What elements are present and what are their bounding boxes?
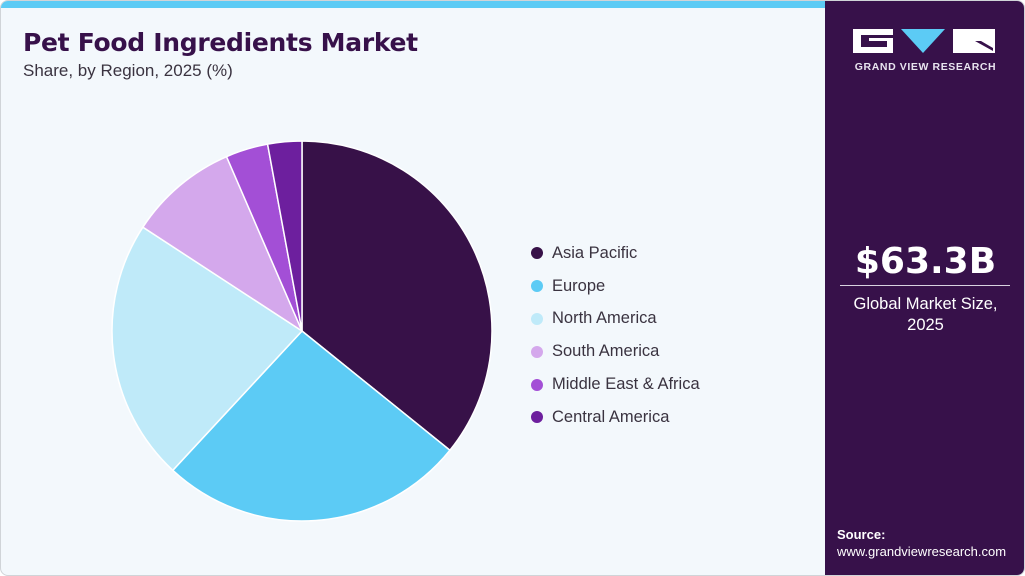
legend-label: Middle East & Africa (552, 375, 700, 394)
legend-dot-icon (531, 247, 543, 260)
legend-label: South America (552, 342, 660, 361)
market-size-label-line2: 2025 (907, 316, 944, 334)
legend-item[interactable]: Middle East & Africa (531, 368, 700, 401)
source-block: Source: www.grandviewresearch.com (837, 526, 1006, 560)
legend-dot-icon (531, 280, 543, 293)
market-size-label: Global Market Size, 2025 (825, 294, 1024, 336)
pie-slice-asia-pacific[interactable] (301, 140, 493, 452)
divider (840, 285, 1010, 286)
chart-title: Pet Food Ingredients Market (23, 28, 418, 57)
legend-dot-icon (531, 345, 543, 358)
pie-chart (111, 140, 493, 522)
legend-label: Europe (552, 276, 606, 295)
market-size-value: $63.3B (854, 241, 997, 282)
legend-label: North America (552, 309, 657, 328)
legend-label: Central America (552, 407, 670, 426)
pie-slice-europe[interactable] (171, 329, 451, 522)
gvr-logo-icon (853, 29, 995, 53)
legend-item[interactable]: South America (531, 335, 700, 368)
source-label: Source: (837, 527, 886, 542)
pie-slice-south-america[interactable] (141, 155, 304, 333)
accent-bar (1, 1, 825, 8)
legend-item[interactable]: North America (531, 303, 700, 336)
legend-label: Asia Pacific (552, 243, 638, 262)
chart-subtitle: Share, by Region, 2025 (%) (23, 61, 233, 80)
pie-slice-north-america[interactable] (111, 226, 304, 472)
pie-slice-central-america[interactable] (266, 140, 303, 332)
legend-item[interactable]: Central America (531, 401, 700, 434)
market-size-label-line1: Global Market Size, (853, 295, 998, 313)
legend-item[interactable]: Asia Pacific (531, 237, 700, 270)
brand-name: GRAND VIEW RESEARCH (854, 61, 997, 73)
source-url[interactable]: www.grandviewresearch.com (837, 544, 1007, 559)
legend-dot-icon (531, 312, 543, 325)
legend-dot-icon (531, 378, 543, 391)
legend-dot-icon (531, 411, 543, 424)
chart-legend: Asia Pacific Europe North America South Ame… (531, 237, 700, 434)
summary-panel: GRAND VIEW RESEARCH $63.3B Global Market… (825, 1, 1024, 575)
legend-item[interactable]: Europe (531, 270, 700, 303)
